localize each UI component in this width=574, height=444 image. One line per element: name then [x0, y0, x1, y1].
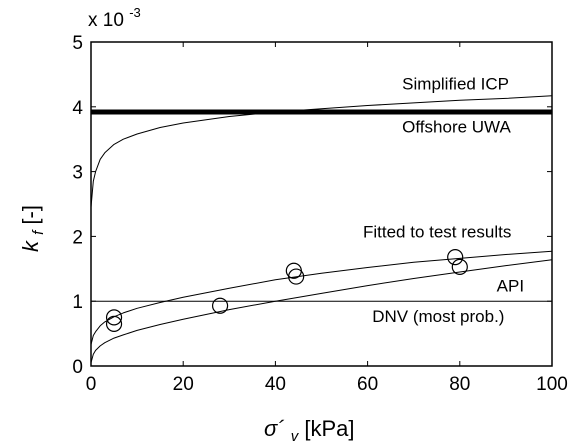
x-tick-label: 80 [449, 374, 470, 395]
annotation-dnv-most-prob: DNV (most prob.) [372, 307, 504, 326]
annotations: Simplified ICP Offshore UWA Fitted to test… [363, 74, 524, 326]
axis-ticks: 0 20 40 60 80 100 0 1 2 3 4 5 [72, 33, 567, 395]
test-result-marker [451, 258, 468, 275]
y-tick-label: 0 [72, 357, 83, 378]
test-result-marker [105, 315, 123, 332]
series-layer [90, 95, 553, 363]
x-tick-label: 20 [173, 374, 194, 395]
test-result-marker [105, 309, 123, 326]
series-line-fitted-to-test-results [90, 250, 553, 345]
y-tick-label: 5 [72, 33, 83, 54]
y-axis-multiplier: x 10 -3 [88, 5, 141, 31]
annotation-simplified-icp: Simplified ICP [402, 74, 509, 93]
x-label-subscript: v [291, 428, 300, 444]
y-tick-label: 4 [72, 98, 83, 119]
test-result-markers [105, 249, 468, 332]
test-result-marker [211, 297, 229, 314]
annotation-api: API [497, 276, 524, 295]
test-result-marker [288, 268, 305, 285]
x-tick-label: 40 [265, 374, 286, 395]
x-label-unit: [kPa] [304, 416, 354, 441]
series-line-simplified-icp [90, 95, 553, 208]
y-axis-label: k f [-] [18, 205, 48, 252]
y-label-subscript: f [30, 229, 47, 235]
y-tick-label: 2 [72, 227, 83, 248]
y-tick-label: 1 [72, 292, 83, 313]
y-label-unit: [-] [18, 205, 43, 225]
x-tick-label: 0 [86, 374, 97, 395]
y-multiplier-base: x 10 [88, 10, 124, 31]
y-label-symbol: k [18, 240, 43, 252]
x-label-symbol: σ´ [264, 416, 285, 441]
annotation-fitted-to-test-results: Fitted to test results [363, 223, 511, 242]
x-tick-label: 100 [536, 374, 568, 395]
y-tick-label: 3 [72, 163, 83, 184]
x-tick-label: 60 [357, 374, 378, 395]
axes-box [90, 41, 553, 367]
test-result-marker [447, 249, 464, 266]
y-multiplier-exponent: -3 [129, 5, 141, 20]
series-line-dnv-most-prob [90, 259, 553, 363]
plot-area: Simplified ICP Offshore UWA Fitted to test… [72, 33, 567, 395]
annotation-offshore-uwa: Offshore UWA [402, 118, 511, 137]
x-axis-label: σ´ v [kPa] [264, 416, 354, 444]
